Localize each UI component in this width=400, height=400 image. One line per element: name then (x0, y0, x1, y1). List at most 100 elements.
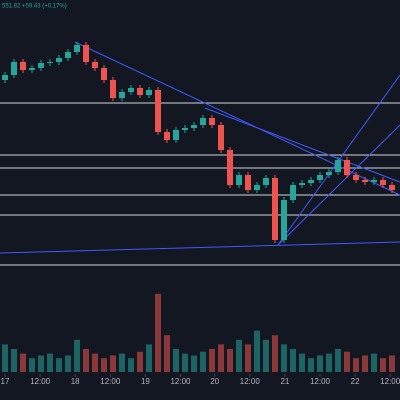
volume-bar (101, 358, 107, 372)
candle-body (83, 45, 89, 62)
volume-bar (344, 351, 350, 372)
volume-bar (236, 339, 242, 372)
volume-bar (371, 353, 377, 372)
volume-bar (164, 335, 170, 372)
volume-bar (272, 335, 278, 372)
volume-bar (317, 355, 323, 372)
candle-body (101, 68, 107, 80)
candle-body (245, 175, 251, 190)
volume-bar (380, 358, 386, 372)
volume-bar (245, 344, 251, 372)
marks: 17 12:00 18 12:00 19 12:00 20 12:00 21 12:00 22 12:… (1, 42, 400, 386)
volume-bar (2, 344, 8, 372)
candle-body (173, 130, 179, 140)
x-tick-label: 12:00 (30, 377, 51, 386)
x-tick-label: 21 (280, 377, 289, 386)
candle-body (308, 180, 314, 183)
candle-body (182, 128, 188, 130)
trend-line (0, 241, 400, 254)
candle-body (191, 125, 197, 128)
volume-bar (137, 351, 143, 372)
volume-bar (110, 355, 116, 372)
candle-body (119, 92, 125, 98)
candle-body (371, 180, 377, 182)
candle-body (209, 118, 215, 125)
volume-bar (65, 355, 71, 372)
candle-body (92, 62, 98, 68)
volume-bar (200, 351, 206, 372)
volume-bar (254, 330, 260, 372)
volume-bar (92, 353, 98, 372)
candle-body (389, 185, 395, 190)
candle-body (362, 180, 368, 182)
candle-body (29, 68, 35, 70)
volume-bar (209, 349, 215, 372)
candle-body (164, 132, 170, 140)
volume-bar (119, 353, 125, 372)
volume-bar (299, 353, 305, 372)
candle-body (146, 90, 152, 95)
price-header: 551.82 +59.43 (+0.17%) (2, 4, 67, 10)
volume-bar (146, 344, 152, 372)
trend-line (277, 124, 400, 246)
candle-body (335, 160, 341, 172)
candle-body (299, 183, 305, 185)
volume-bar (353, 358, 359, 372)
candle-body (218, 125, 224, 150)
candle-body (236, 175, 242, 185)
trend-line (204, 107, 400, 183)
candle-body (263, 178, 269, 185)
candle-body (47, 62, 53, 63)
candle-body (74, 45, 80, 52)
candle-body (317, 175, 323, 180)
candle-body (272, 178, 278, 240)
candle-body (227, 150, 233, 185)
x-tick-label: 12:00 (170, 377, 191, 386)
candle-body (137, 88, 143, 95)
x-tick-label: 17 (1, 377, 10, 386)
candle-body (20, 62, 26, 70)
x-tick-label: 12:00 (100, 377, 121, 386)
volume-bar (326, 353, 332, 372)
volume-bar (281, 344, 287, 372)
candle-body (326, 172, 332, 175)
candle-body (38, 63, 44, 68)
volume-bar (83, 349, 89, 372)
volume-bar (38, 355, 44, 372)
candle-body (353, 175, 359, 180)
volume-bar (128, 358, 134, 372)
volume-bar (155, 293, 161, 372)
candle-body (128, 88, 134, 92)
candle-body (110, 80, 116, 98)
candle-body (2, 75, 8, 80)
volume-bar (362, 355, 368, 372)
x-tick-label: 12:00 (380, 377, 400, 386)
volume-bar (182, 353, 188, 372)
candle-body (344, 160, 350, 175)
volume-bar (191, 355, 197, 372)
candle-body (11, 62, 17, 75)
candle-body (380, 180, 386, 185)
x-tick-label: 18 (71, 377, 80, 386)
volume-bar (335, 349, 341, 372)
volume-bar (74, 339, 80, 372)
candle-body (254, 185, 260, 190)
x-tick-label: 19 (141, 377, 150, 386)
candle-body (155, 90, 161, 132)
volume-bar (218, 344, 224, 372)
volume-bar (308, 358, 314, 372)
candle-body (290, 185, 296, 200)
candle-body (56, 58, 62, 62)
volume-bar (389, 355, 395, 372)
x-tick-label: 12:00 (240, 377, 261, 386)
volume-bar (20, 353, 26, 372)
x-tick-label: 22 (351, 377, 360, 386)
candle-body (65, 52, 71, 58)
volume-bar (227, 349, 233, 372)
volume-bar (47, 353, 53, 372)
candle-body (200, 118, 206, 125)
volume-bar (173, 349, 179, 372)
candle-body (281, 200, 287, 240)
